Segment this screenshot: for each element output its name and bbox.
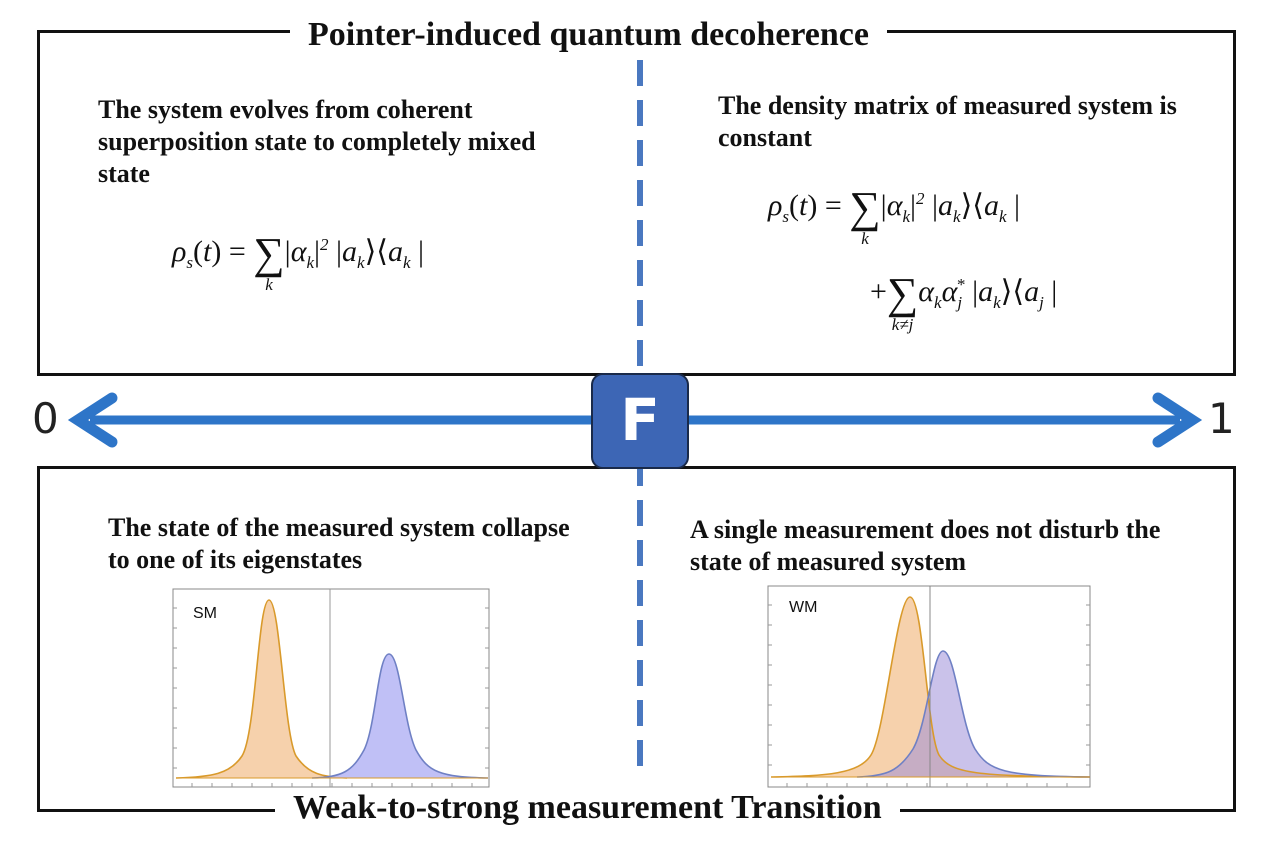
axis-label-zero: 0 — [32, 394, 59, 443]
sm-plot-label: SM — [193, 605, 217, 622]
top-right-text: The density matrix of measured system is… — [718, 91, 1177, 152]
equation-density-matrix-line1: ρs(t) = ∑ k |αk|2 |ak⟩⟨ak | — [768, 183, 1021, 248]
bottom-right-text: A single measurement does not disturb th… — [690, 515, 1161, 576]
axis-label-one: 1 — [1208, 394, 1235, 443]
equation-density-matrix-line2: +∑ k≠j αkαj* |ak⟩⟨aj | — [870, 269, 1058, 334]
top-title: Pointer-induced quantum decoherence — [290, 15, 887, 55]
strong-measurement-plot — [172, 588, 490, 788]
wm-plot-label: WM — [789, 599, 818, 616]
bottom-left-text: The state of the measured system collaps… — [108, 513, 570, 574]
weak-measurement-plot — [767, 585, 1091, 788]
bottom-title: Weak-to-strong measurement Transition — [275, 788, 900, 828]
top-left-text: The system evolves from coherent superpo… — [98, 95, 536, 188]
equation-mixed-state: ρs(t) = ∑ k |αk|2 |ak⟩⟨ak | — [172, 229, 425, 294]
f-parameter-box: F — [591, 373, 689, 469]
